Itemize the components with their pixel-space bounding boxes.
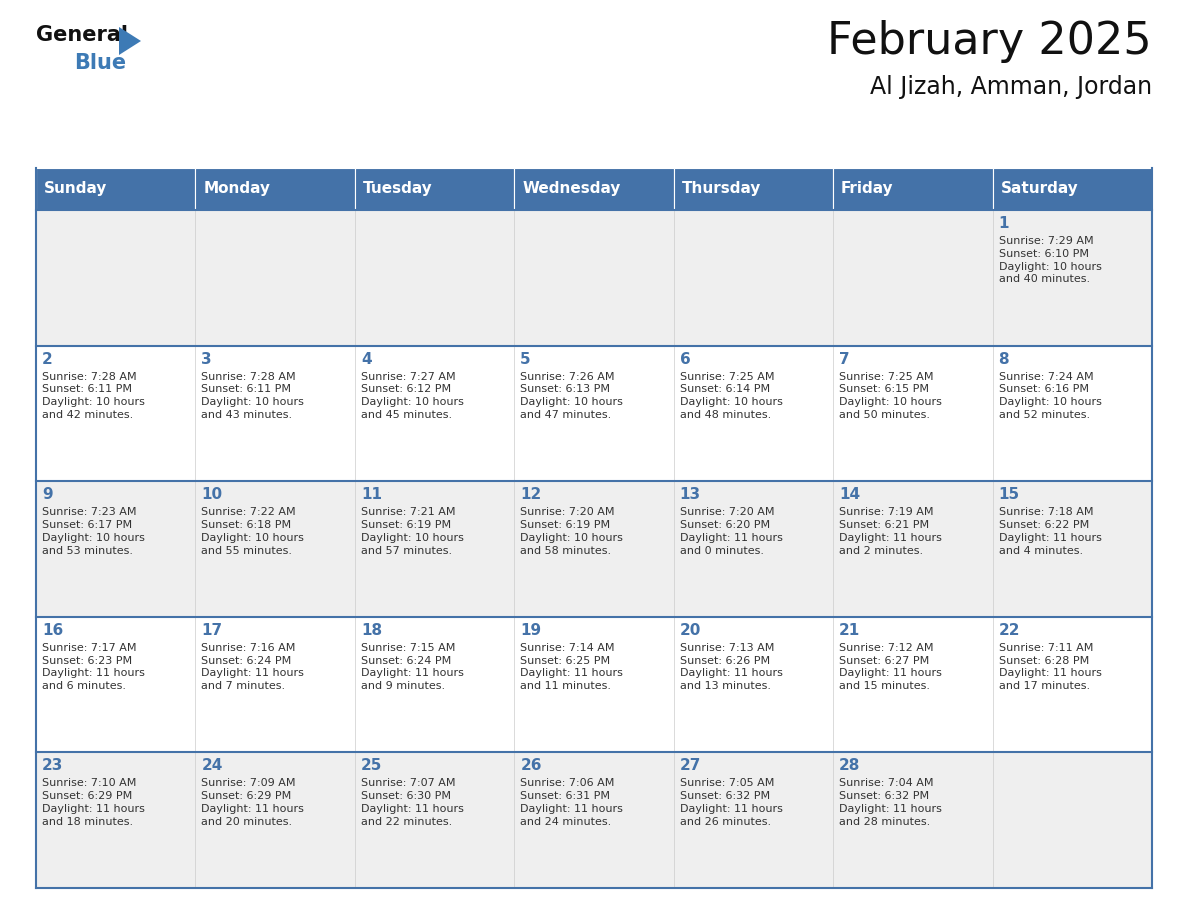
- Text: 12: 12: [520, 487, 542, 502]
- Text: Sunrise: 7:04 AM
Sunset: 6:32 PM
Daylight: 11 hours
and 28 minutes.: Sunrise: 7:04 AM Sunset: 6:32 PM Dayligh…: [839, 778, 942, 827]
- Text: Sunrise: 7:19 AM
Sunset: 6:21 PM
Daylight: 11 hours
and 2 minutes.: Sunrise: 7:19 AM Sunset: 6:21 PM Dayligh…: [839, 508, 942, 555]
- Bar: [992, 168, 1152, 210]
- Text: Sunrise: 7:25 AM
Sunset: 6:14 PM
Daylight: 10 hours
and 48 minutes.: Sunrise: 7:25 AM Sunset: 6:14 PM Dayligh…: [680, 372, 783, 420]
- Text: 27: 27: [680, 758, 701, 773]
- Text: 3: 3: [202, 352, 211, 366]
- Bar: [514, 168, 674, 210]
- Text: Sunrise: 7:23 AM
Sunset: 6:17 PM
Daylight: 10 hours
and 53 minutes.: Sunrise: 7:23 AM Sunset: 6:17 PM Dayligh…: [42, 508, 145, 555]
- Text: Tuesday: Tuesday: [362, 182, 432, 196]
- Text: Sunday: Sunday: [44, 182, 107, 196]
- Text: 4: 4: [361, 352, 372, 366]
- Text: Sunrise: 7:22 AM
Sunset: 6:18 PM
Daylight: 10 hours
and 55 minutes.: Sunrise: 7:22 AM Sunset: 6:18 PM Dayligh…: [202, 508, 304, 555]
- Polygon shape: [119, 27, 141, 55]
- Text: Sunrise: 7:29 AM
Sunset: 6:10 PM
Daylight: 10 hours
and 40 minutes.: Sunrise: 7:29 AM Sunset: 6:10 PM Dayligh…: [999, 236, 1101, 285]
- Text: Sunrise: 7:28 AM
Sunset: 6:11 PM
Daylight: 10 hours
and 42 minutes.: Sunrise: 7:28 AM Sunset: 6:11 PM Dayligh…: [42, 372, 145, 420]
- Text: Sunrise: 7:27 AM
Sunset: 6:12 PM
Daylight: 10 hours
and 45 minutes.: Sunrise: 7:27 AM Sunset: 6:12 PM Dayligh…: [361, 372, 463, 420]
- Text: 6: 6: [680, 352, 690, 366]
- Text: 2: 2: [42, 352, 52, 366]
- Text: Saturday: Saturday: [1000, 182, 1079, 196]
- Text: Sunrise: 7:14 AM
Sunset: 6:25 PM
Daylight: 11 hours
and 11 minutes.: Sunrise: 7:14 AM Sunset: 6:25 PM Dayligh…: [520, 643, 624, 691]
- Text: 15: 15: [999, 487, 1019, 502]
- Text: 17: 17: [202, 622, 222, 638]
- Text: 14: 14: [839, 487, 860, 502]
- Text: 20: 20: [680, 622, 701, 638]
- Text: 21: 21: [839, 622, 860, 638]
- Text: 11: 11: [361, 487, 381, 502]
- Text: 19: 19: [520, 622, 542, 638]
- Text: Sunrise: 7:05 AM
Sunset: 6:32 PM
Daylight: 11 hours
and 26 minutes.: Sunrise: 7:05 AM Sunset: 6:32 PM Dayligh…: [680, 778, 783, 827]
- Text: 26: 26: [520, 758, 542, 773]
- Text: 7: 7: [839, 352, 849, 366]
- Text: Sunrise: 7:20 AM
Sunset: 6:19 PM
Daylight: 10 hours
and 58 minutes.: Sunrise: 7:20 AM Sunset: 6:19 PM Dayligh…: [520, 508, 624, 555]
- Text: 25: 25: [361, 758, 383, 773]
- Text: Sunrise: 7:24 AM
Sunset: 6:16 PM
Daylight: 10 hours
and 52 minutes.: Sunrise: 7:24 AM Sunset: 6:16 PM Dayligh…: [999, 372, 1101, 420]
- Text: Thursday: Thursday: [682, 182, 762, 196]
- Bar: [36, 481, 1152, 617]
- Text: 9: 9: [42, 487, 52, 502]
- Text: Sunrise: 7:07 AM
Sunset: 6:30 PM
Daylight: 11 hours
and 22 minutes.: Sunrise: 7:07 AM Sunset: 6:30 PM Dayligh…: [361, 778, 463, 827]
- Bar: [36, 210, 1152, 345]
- Text: Sunrise: 7:16 AM
Sunset: 6:24 PM
Daylight: 11 hours
and 7 minutes.: Sunrise: 7:16 AM Sunset: 6:24 PM Dayligh…: [202, 643, 304, 691]
- Text: Blue: Blue: [74, 53, 126, 73]
- Text: 10: 10: [202, 487, 222, 502]
- Text: General: General: [36, 25, 128, 45]
- Text: Sunrise: 7:20 AM
Sunset: 6:20 PM
Daylight: 11 hours
and 0 minutes.: Sunrise: 7:20 AM Sunset: 6:20 PM Dayligh…: [680, 508, 783, 555]
- Text: Sunrise: 7:11 AM
Sunset: 6:28 PM
Daylight: 11 hours
and 17 minutes.: Sunrise: 7:11 AM Sunset: 6:28 PM Dayligh…: [999, 643, 1101, 691]
- Bar: [674, 168, 833, 210]
- Text: Friday: Friday: [841, 182, 893, 196]
- Text: 1: 1: [999, 216, 1009, 231]
- Bar: [196, 168, 355, 210]
- Text: Al Jizah, Amman, Jordan: Al Jizah, Amman, Jordan: [870, 75, 1152, 99]
- Text: Wednesday: Wednesday: [523, 182, 620, 196]
- Text: 16: 16: [42, 622, 63, 638]
- Text: 22: 22: [999, 622, 1020, 638]
- Text: Sunrise: 7:18 AM
Sunset: 6:22 PM
Daylight: 11 hours
and 4 minutes.: Sunrise: 7:18 AM Sunset: 6:22 PM Dayligh…: [999, 508, 1101, 555]
- Text: 28: 28: [839, 758, 860, 773]
- Text: Sunrise: 7:26 AM
Sunset: 6:13 PM
Daylight: 10 hours
and 47 minutes.: Sunrise: 7:26 AM Sunset: 6:13 PM Dayligh…: [520, 372, 624, 420]
- Bar: [36, 168, 196, 210]
- Text: 18: 18: [361, 622, 383, 638]
- Text: Sunrise: 7:13 AM
Sunset: 6:26 PM
Daylight: 11 hours
and 13 minutes.: Sunrise: 7:13 AM Sunset: 6:26 PM Dayligh…: [680, 643, 783, 691]
- Text: 23: 23: [42, 758, 63, 773]
- Bar: [36, 617, 1152, 753]
- Text: Sunrise: 7:28 AM
Sunset: 6:11 PM
Daylight: 10 hours
and 43 minutes.: Sunrise: 7:28 AM Sunset: 6:11 PM Dayligh…: [202, 372, 304, 420]
- Text: 24: 24: [202, 758, 223, 773]
- Text: 13: 13: [680, 487, 701, 502]
- Text: 8: 8: [999, 352, 1009, 366]
- Text: Sunrise: 7:15 AM
Sunset: 6:24 PM
Daylight: 11 hours
and 9 minutes.: Sunrise: 7:15 AM Sunset: 6:24 PM Dayligh…: [361, 643, 463, 691]
- Text: Monday: Monday: [203, 182, 271, 196]
- Text: February 2025: February 2025: [827, 20, 1152, 63]
- Text: Sunrise: 7:17 AM
Sunset: 6:23 PM
Daylight: 11 hours
and 6 minutes.: Sunrise: 7:17 AM Sunset: 6:23 PM Dayligh…: [42, 643, 145, 691]
- Text: Sunrise: 7:06 AM
Sunset: 6:31 PM
Daylight: 11 hours
and 24 minutes.: Sunrise: 7:06 AM Sunset: 6:31 PM Dayligh…: [520, 778, 624, 827]
- Text: Sunrise: 7:10 AM
Sunset: 6:29 PM
Daylight: 11 hours
and 18 minutes.: Sunrise: 7:10 AM Sunset: 6:29 PM Dayligh…: [42, 778, 145, 827]
- Text: Sunrise: 7:25 AM
Sunset: 6:15 PM
Daylight: 10 hours
and 50 minutes.: Sunrise: 7:25 AM Sunset: 6:15 PM Dayligh…: [839, 372, 942, 420]
- Text: 5: 5: [520, 352, 531, 366]
- Text: Sunrise: 7:12 AM
Sunset: 6:27 PM
Daylight: 11 hours
and 15 minutes.: Sunrise: 7:12 AM Sunset: 6:27 PM Dayligh…: [839, 643, 942, 691]
- Text: Sunrise: 7:09 AM
Sunset: 6:29 PM
Daylight: 11 hours
and 20 minutes.: Sunrise: 7:09 AM Sunset: 6:29 PM Dayligh…: [202, 778, 304, 827]
- Bar: [355, 168, 514, 210]
- Bar: [833, 168, 992, 210]
- Text: Sunrise: 7:21 AM
Sunset: 6:19 PM
Daylight: 10 hours
and 57 minutes.: Sunrise: 7:21 AM Sunset: 6:19 PM Dayligh…: [361, 508, 463, 555]
- Bar: [36, 345, 1152, 481]
- Bar: [36, 753, 1152, 888]
